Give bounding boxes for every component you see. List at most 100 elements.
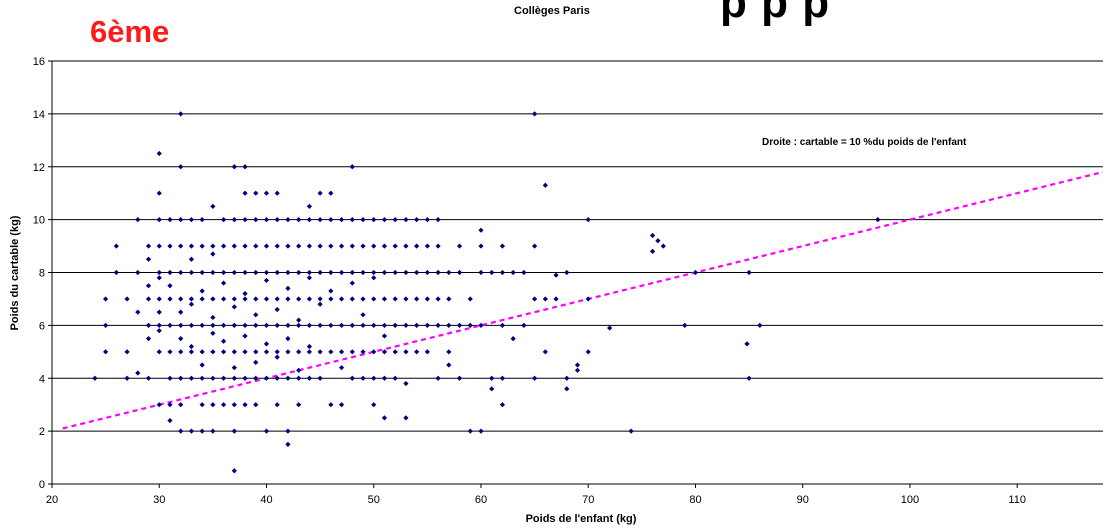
chart-main-title-overflow: p p p bbox=[720, 0, 831, 27]
data-point bbox=[242, 164, 248, 170]
data-point bbox=[242, 349, 248, 355]
data-point bbox=[199, 362, 205, 368]
data-point bbox=[263, 375, 270, 381]
data-point bbox=[392, 375, 398, 381]
data-point bbox=[103, 349, 109, 355]
data-point bbox=[414, 349, 420, 355]
data-point bbox=[188, 243, 195, 249]
data-point bbox=[446, 362, 452, 368]
y-tick-label: 0 bbox=[39, 479, 45, 491]
data-point bbox=[306, 322, 312, 328]
data-point bbox=[296, 243, 302, 249]
data-point bbox=[392, 322, 398, 328]
data-point bbox=[156, 296, 162, 302]
data-point bbox=[210, 296, 216, 302]
y-tick-label: 4 bbox=[39, 373, 45, 385]
data-point bbox=[156, 243, 162, 249]
data-point bbox=[274, 243, 280, 249]
data-point bbox=[360, 296, 366, 302]
data-point bbox=[328, 296, 334, 302]
data-point bbox=[478, 322, 484, 328]
data-point bbox=[607, 325, 613, 331]
data-point bbox=[655, 238, 661, 244]
data-point bbox=[263, 277, 270, 284]
data-point bbox=[274, 349, 280, 355]
x-tick-label: 70 bbox=[582, 494, 594, 506]
data-point bbox=[167, 296, 173, 302]
data-point bbox=[231, 349, 237, 355]
data-point bbox=[274, 306, 280, 313]
data-point bbox=[542, 182, 548, 188]
data-point bbox=[263, 217, 270, 223]
data-point bbox=[456, 243, 463, 249]
data-point bbox=[585, 349, 591, 355]
data-point bbox=[403, 415, 409, 421]
data-point bbox=[253, 402, 259, 408]
data-point bbox=[285, 441, 291, 447]
data-point bbox=[306, 349, 312, 355]
data-point bbox=[628, 428, 634, 434]
data-point bbox=[349, 164, 355, 170]
data-point bbox=[220, 338, 227, 344]
data-point bbox=[338, 269, 345, 276]
data-point bbox=[467, 428, 473, 434]
data-point bbox=[349, 269, 355, 276]
data-point bbox=[392, 217, 398, 223]
data-point bbox=[446, 349, 452, 355]
x-tick-label: 30 bbox=[153, 494, 165, 506]
data-point bbox=[328, 217, 334, 223]
data-point bbox=[242, 375, 248, 381]
data-point bbox=[135, 309, 141, 315]
data-point bbox=[285, 243, 291, 249]
data-point bbox=[231, 304, 237, 310]
data-point bbox=[424, 349, 430, 355]
data-point bbox=[744, 341, 750, 347]
data-points bbox=[92, 111, 881, 474]
data-point bbox=[263, 190, 270, 196]
data-point bbox=[167, 349, 173, 355]
data-point bbox=[263, 341, 270, 347]
data-point bbox=[435, 243, 441, 249]
grid-lines bbox=[52, 60, 1103, 432]
x-tick-label: 20 bbox=[46, 494, 58, 506]
data-point bbox=[210, 269, 216, 276]
data-point bbox=[338, 296, 345, 302]
data-point bbox=[585, 217, 591, 223]
data-point bbox=[296, 322, 302, 328]
data-point bbox=[296, 217, 302, 223]
data-point bbox=[285, 322, 291, 328]
data-point bbox=[188, 269, 195, 276]
data-point bbox=[381, 217, 388, 223]
data-point bbox=[381, 415, 388, 421]
data-point bbox=[167, 217, 173, 223]
data-point bbox=[167, 269, 173, 276]
x-axis-label: Poids de l'enfant (kg) bbox=[526, 513, 637, 525]
data-point bbox=[317, 301, 323, 307]
data-point bbox=[285, 285, 291, 291]
data-point bbox=[456, 269, 463, 276]
data-point bbox=[263, 349, 270, 355]
data-point bbox=[210, 251, 216, 257]
data-point bbox=[167, 283, 173, 289]
data-point bbox=[296, 317, 302, 323]
y-tick-label: 14 bbox=[33, 109, 45, 121]
data-point bbox=[178, 322, 184, 328]
data-point bbox=[360, 349, 366, 355]
data-point bbox=[499, 243, 506, 249]
data-point bbox=[875, 217, 881, 223]
data-point bbox=[414, 217, 420, 223]
data-point bbox=[263, 322, 270, 328]
data-point bbox=[199, 375, 205, 381]
data-point bbox=[532, 296, 538, 302]
data-point bbox=[489, 269, 495, 276]
data-point bbox=[489, 375, 495, 381]
data-point bbox=[220, 269, 227, 276]
data-point bbox=[424, 217, 430, 223]
data-point bbox=[231, 296, 237, 302]
data-point bbox=[242, 333, 248, 339]
data-point bbox=[349, 349, 355, 355]
data-point bbox=[338, 402, 345, 408]
data-point bbox=[220, 402, 227, 408]
data-point bbox=[178, 428, 184, 434]
